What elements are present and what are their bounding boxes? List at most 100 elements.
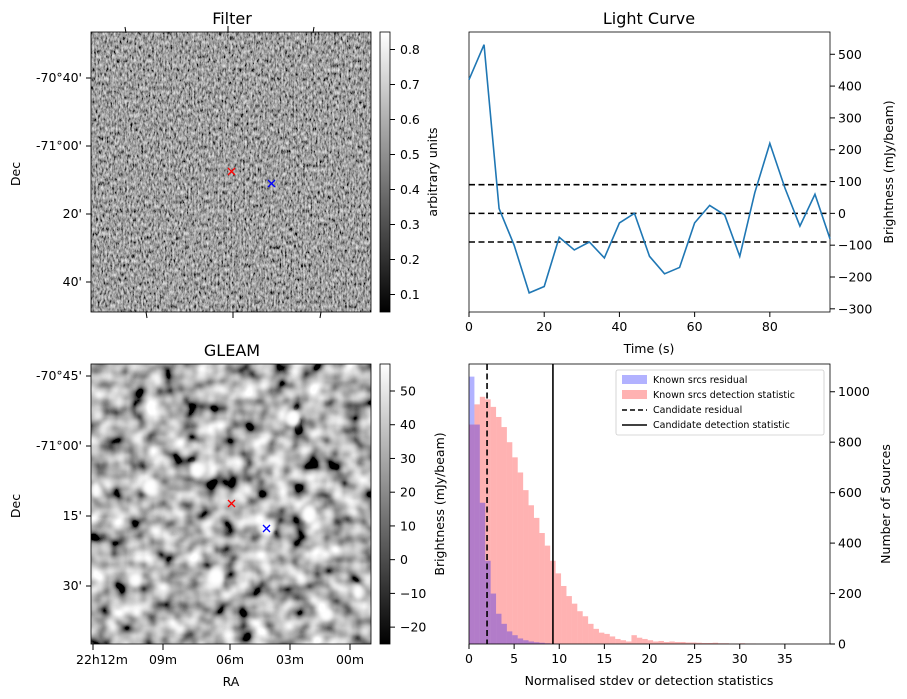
histogram-bar-detection-5 bbox=[496, 416, 502, 644]
gleam-colorbar: −20 −10 0 10 20 30 40 50 Brightness (mJy/beam) bbox=[379, 363, 447, 645]
histogram-bar-detection-37 bbox=[669, 641, 675, 644]
lightcurve-ytick-6: 300 bbox=[838, 110, 862, 125]
gleam-colorbar-label: Brightness (mJy/beam) bbox=[432, 432, 447, 575]
histogram-bar-detection-19 bbox=[571, 603, 578, 644]
histogram-bar-detection-39 bbox=[680, 641, 686, 644]
histogram-xtick-3: 15 bbox=[596, 651, 612, 666]
histogram-bar-residual-12 bbox=[533, 642, 540, 644]
histogram-bar-residual-6 bbox=[501, 623, 507, 644]
histogram-bar-detection-7 bbox=[506, 442, 513, 644]
histogram-ytick-0: 0 bbox=[838, 637, 846, 652]
gleam-colorbar-tick-4: 20 bbox=[400, 485, 416, 500]
histogram-bar-detection-36 bbox=[663, 641, 670, 644]
lightcurve-xtick-3: 60 bbox=[687, 319, 703, 334]
gleam-xtick-4: 00m bbox=[336, 652, 364, 667]
histogram-bar-detection-20 bbox=[577, 611, 583, 644]
histogram-bar-detection-22 bbox=[588, 623, 594, 644]
lightcurve-ytick-7: 400 bbox=[838, 79, 862, 94]
histogram-bar-residual-1 bbox=[474, 424, 480, 644]
filter-colorbar-tick-6: 0.7 bbox=[400, 77, 420, 92]
filter-colorbar-label: arbitrary units bbox=[425, 127, 440, 216]
histogram-bar-detection-16 bbox=[555, 573, 562, 644]
gleam-xtick-3: 03m bbox=[276, 652, 304, 667]
histogram-bar-detection-13 bbox=[539, 533, 545, 644]
lightcurve-series bbox=[468, 44, 831, 294]
histogram-bar-detection-2 bbox=[479, 396, 486, 644]
histogram-bar-residual-10 bbox=[523, 640, 529, 644]
gleam-frame bbox=[90, 363, 372, 645]
histogram-bar-residual-5 bbox=[496, 613, 502, 644]
histogram-bar-detection-1 bbox=[474, 404, 480, 644]
histogram-xlabel: Normalised stdev or detection statistics bbox=[525, 673, 774, 688]
filter-ytick-0: -70°40' bbox=[36, 70, 82, 85]
histogram-bar-detection-14 bbox=[544, 545, 551, 644]
gleam-xtick-0: 22h12m bbox=[76, 652, 128, 667]
gleam-ytick-3: 30' bbox=[63, 578, 82, 593]
histogram-bar-detection-30 bbox=[631, 635, 637, 644]
gleam-xtick-1: 09m bbox=[149, 652, 177, 667]
histogram-ytick-2: 400 bbox=[838, 536, 862, 551]
histogram-bar-detection-11 bbox=[528, 505, 534, 644]
histogram-ytick-3: 600 bbox=[838, 485, 862, 500]
histogram-bar-detection-6 bbox=[501, 427, 507, 644]
histogram-xtick-0: 0 bbox=[465, 651, 473, 666]
gleam-markers bbox=[227, 499, 271, 533]
gleam-colorbar-tick-5: 30 bbox=[400, 451, 416, 466]
histogram-bar-detection-44 bbox=[707, 642, 713, 644]
gleam-ytick-0: -70°45' bbox=[36, 368, 82, 383]
filter-marker-red bbox=[227, 167, 236, 176]
legend-swatch-residual bbox=[622, 375, 647, 384]
lightcurve-ylabel: Brightness (mJy/beam) bbox=[881, 100, 896, 243]
lightcurve-xtick-1: 20 bbox=[536, 319, 552, 334]
histogram-bar-residual-11 bbox=[528, 641, 534, 644]
histogram-bar-detection-33 bbox=[647, 640, 654, 644]
lightcurve-axes bbox=[468, 31, 831, 313]
histogram-xtick-4: 20 bbox=[642, 651, 658, 666]
histogram-bar-detection-10 bbox=[523, 490, 529, 644]
histogram-bar-detection-17 bbox=[561, 585, 567, 644]
histogram-bar-residual-0 bbox=[469, 376, 475, 644]
filter-colorbar-tick-1: 0.2 bbox=[400, 252, 420, 267]
lightcurve-ytick-1: −200 bbox=[838, 270, 872, 285]
gleam-marker-blue bbox=[262, 524, 271, 533]
histogram-bar-detection-23 bbox=[593, 628, 599, 644]
lightcurve-ytick-0: −300 bbox=[838, 301, 872, 316]
histogram-xtick-5: 25 bbox=[687, 651, 703, 666]
histogram-bar-detection-21 bbox=[582, 616, 589, 644]
filter-yticks: -70°40' -71°00' 20' 40' bbox=[36, 70, 91, 289]
filter-colorbar-tick-2: 0.3 bbox=[400, 217, 420, 232]
gleam-sources bbox=[91, 409, 364, 622]
histogram-bar-detection-0 bbox=[469, 424, 475, 644]
gleam-xtick-2: 06m bbox=[216, 652, 244, 667]
histogram-bar-detection-35 bbox=[658, 640, 664, 644]
gleam-panel: GLEAM -70°45' -71°00' 15' 30' bbox=[8, 341, 447, 689]
histogram-bar-residual-3 bbox=[485, 560, 491, 644]
lightcurve-xtick-4: 80 bbox=[762, 319, 778, 334]
histogram-ytick-1: 200 bbox=[838, 586, 862, 601]
histogram-bar-residual-7 bbox=[506, 631, 513, 644]
gleam-colorbar-tick-7: 50 bbox=[400, 383, 416, 398]
gleam-ylabel: Dec bbox=[8, 494, 23, 518]
histogram-bar-detection-12 bbox=[533, 517, 540, 644]
filter-ytick-2: 20' bbox=[63, 206, 82, 221]
histogram-bar-detection-32 bbox=[642, 638, 648, 644]
histogram-bar-detection-38 bbox=[674, 641, 681, 644]
lightcurve-ytick-4: 100 bbox=[838, 174, 862, 189]
histogram-bar-residual-2 bbox=[479, 502, 486, 644]
histogram-legend: Known srcs residual Known srcs detection… bbox=[615, 369, 825, 436]
gleam-xticks: 22h12m 09m 06m 03m 00m bbox=[76, 644, 364, 667]
filter-title: Filter bbox=[212, 9, 252, 28]
filter-colorbar-tick-7: 0.8 bbox=[400, 42, 420, 57]
filter-colorbar: 0.1 0.2 0.3 0.4 0.5 0.6 0.7 0.8 arbitrary units bbox=[379, 31, 440, 313]
gleam-colorbar-tick-0: −20 bbox=[400, 620, 426, 635]
filter-streaks bbox=[164, 39, 331, 301]
gleam-ytick-2: 15' bbox=[63, 508, 82, 523]
legend-label-cand-residual: Candidate residual bbox=[653, 405, 742, 416]
legend-label-cand-detection: Candidate detection statistic bbox=[653, 420, 790, 431]
filter-edge-ticks bbox=[124, 26, 322, 319]
filter-ytick-1: -71°00' bbox=[36, 138, 82, 153]
histogram-bar-residual-4 bbox=[490, 593, 497, 644]
histogram-bar-detection-24 bbox=[598, 632, 605, 644]
lightcurve-ytick-3: 0 bbox=[838, 206, 846, 221]
